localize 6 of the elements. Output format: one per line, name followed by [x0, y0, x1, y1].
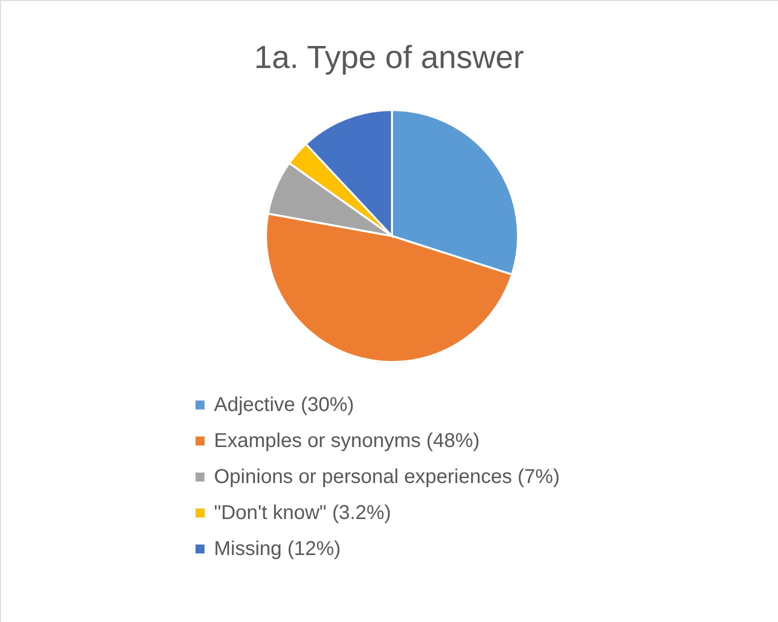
chart-title: 1a. Type of answer: [254, 39, 524, 75]
legend-label: Opinions or personal experiences (7%): [214, 466, 560, 488]
legend-label: Missing (12%): [214, 538, 341, 560]
legend-label: Examples or synonyms (48%): [214, 430, 480, 452]
legend-label: "Don't know" (3.2%): [214, 502, 391, 524]
legend-label: Adjective (30%): [214, 394, 354, 416]
